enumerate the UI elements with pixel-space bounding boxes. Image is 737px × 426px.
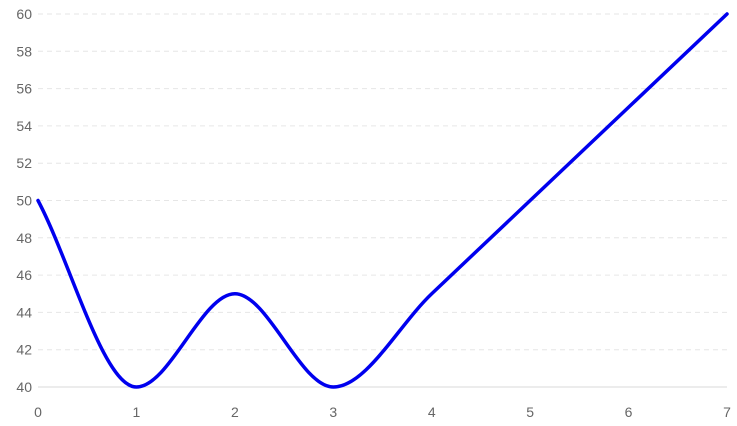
y-tick-label-48: 48: [16, 230, 32, 246]
y-tick-label-50: 50: [16, 193, 32, 209]
grid-layer: [38, 13, 727, 351]
x-tick-label-6: 6: [625, 404, 633, 420]
y-tick-label-42: 42: [16, 342, 32, 358]
series-line-0: [36, 12, 729, 389]
y-tick-label-52: 52: [16, 155, 32, 171]
x-tick-label-3: 3: [329, 404, 337, 420]
y-tick-label-40: 40: [16, 379, 32, 395]
series-layer: [36, 12, 729, 389]
x-tick-label-4: 4: [428, 404, 436, 420]
x-tick-label-0: 0: [34, 404, 42, 420]
y-tick-label-46: 46: [16, 267, 32, 283]
x-tick-label-5: 5: [526, 404, 534, 420]
y-tick-label-44: 44: [16, 304, 32, 320]
y-tick-label-54: 54: [16, 118, 32, 134]
x-tick-label-7: 7: [723, 404, 731, 420]
y-tick-label-56: 56: [16, 81, 32, 97]
y-tick-label-58: 58: [16, 43, 32, 59]
y-tick-label-60: 60: [16, 6, 32, 22]
x-axis-ticks: 0 1 2 3 4 5 6 7: [34, 404, 731, 420]
x-tick-label-2: 2: [231, 404, 239, 420]
x-tick-label-1: 1: [133, 404, 141, 420]
y-axis-ticks: 40 42 44 46 48 50 52 54 56 58 60: [16, 6, 32, 395]
